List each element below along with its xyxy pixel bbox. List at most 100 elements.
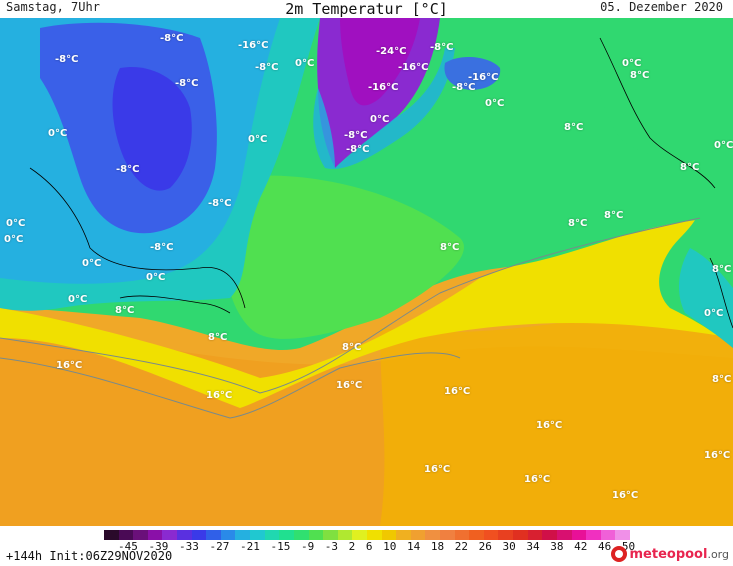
temperature-label: 8°C [568,218,588,229]
colorbar-step [615,530,630,540]
colorbar-step [366,530,382,540]
temperature-label: -8°C [116,164,140,175]
temperature-label: -8°C [208,198,232,209]
temperature-label: 0°C [146,272,166,283]
temperature-label: 8°C [630,70,650,81]
colorbar-step [220,530,236,540]
colorbar-step [206,530,221,540]
colorbar-step [513,530,528,540]
temperature-label: 8°C [564,122,584,133]
temperature-label: 16°C [704,450,731,461]
temperature-label: -16°C [468,72,499,83]
temperature-label: -16°C [368,82,399,93]
colorbar-step [469,530,484,540]
colorbar-step [571,530,587,540]
temperature-label: 8°C [604,210,624,221]
temperature-label: -8°C [452,82,476,93]
temperature-label: 0°C [48,128,68,139]
colorbar-step [600,530,616,540]
logo-mark-icon [610,546,627,562]
logo-tld: .org [707,547,729,561]
temperature-label: 0°C [370,114,390,125]
coastline [29,167,246,309]
forecast-date: 05. Dezember 2020 [600,0,723,14]
temperature-label: 8°C [440,242,460,253]
colorbar-step [250,530,265,540]
colorbar-step [440,530,455,540]
temperature-label: 16°C [56,360,83,371]
map-title: 2m Temperatur [°C] [285,0,448,18]
colorbar-step [279,530,294,540]
temperature-label: -8°C [430,42,454,53]
temperature-label: 16°C [206,390,233,401]
temperature-label: -8°C [255,62,279,73]
coastline-3 [599,37,716,189]
cold-land-darkblue [112,67,192,191]
colorbar-step [498,530,514,540]
temperature-label: 16°C [524,474,551,485]
temperature-label: -8°C [346,144,370,155]
temperature-label: 0°C [6,218,26,229]
colorbar-step [133,530,148,540]
temperature-label: -8°C [160,33,184,44]
logo-text: meteopool [629,546,708,562]
temperature-label: 8°C [115,305,135,316]
temperature-label: 0°C [714,140,733,151]
init-time: +144h Init:06Z29NOV2020 [6,549,173,563]
temperature-label: 0°C [248,134,268,145]
colorbar-step [483,530,499,540]
colorbar-labels: -45 -39 -33 -27 -21 -15 -9 -3 2 6 10 14 … [118,540,636,553]
colorbar-step [264,530,280,540]
greenland-core [340,18,420,106]
temperature-label: 0°C [704,308,724,319]
temperature-label: 16°C [536,420,563,431]
colorbar-step [191,530,207,540]
temperature-label: 0°C [68,294,88,305]
coastline-2 [119,295,231,314]
yellow-band [0,208,733,408]
colorbar-step [542,530,557,540]
colorbar-step [118,530,134,540]
colorbar-step [104,530,119,540]
europe-coast [678,248,733,348]
colorbar-step [337,530,353,540]
colorbar-step [147,530,163,540]
temperature-label: 0°C [295,58,315,69]
temperature-label: 8°C [208,332,228,343]
colorbar-step [425,530,441,540]
temperature-label: 0°C [622,58,642,69]
iceland [444,56,501,90]
colorbar-step [410,530,426,540]
temperature-map [0,18,733,526]
forecast-day-time: Samstag, 7Uhr [6,0,100,14]
temperature-label: -16°C [398,62,429,73]
colorbar-step [323,530,338,540]
colorbar-step [586,530,601,540]
header: Samstag, 7Uhr 2m Temperatur [°C] 05. Dez… [0,0,733,18]
colorbar-step [396,530,411,540]
temperature-label: 16°C [612,490,639,501]
temperature-label: 0°C [4,234,24,245]
colorbar-step [527,530,543,540]
temperature-label: 8°C [342,342,362,353]
greenland-edge [313,48,455,169]
isotherm-8 [0,217,701,394]
colorbar-step [381,530,397,540]
meteopool-logo[interactable]: meteopool .org [610,546,729,562]
colorbar [104,530,630,540]
temperature-label: 16°C [444,386,471,397]
isotherm-16 [0,352,461,419]
temperature-label: 8°C [712,374,732,385]
temperature-label: -8°C [150,242,174,253]
temperature-label: -8°C [344,130,368,141]
temperature-label: 0°C [82,258,102,269]
coastline-4 [709,257,733,329]
colorbar-step [235,530,251,540]
colorbar-step [308,530,324,540]
colorbar-step [177,530,192,540]
temperature-label: 0°C [485,98,505,109]
light-orange-zone [380,313,733,526]
temperature-label: -8°C [55,54,79,65]
temperature-label: 8°C [680,162,700,173]
colorbar-step [454,530,470,540]
